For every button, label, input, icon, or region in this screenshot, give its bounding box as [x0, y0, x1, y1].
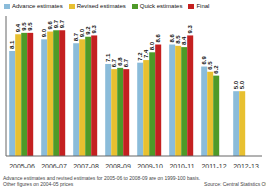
html-text:Advance estimates and revised: Advance estimates and revised estimates … — [3, 175, 201, 187]
svg-text:8.5: 8.5 — [174, 35, 181, 44]
svg-text:9.5: 9.5 — [20, 22, 27, 31]
svg-text:9.3: 9.3 — [187, 24, 193, 33]
svg-text:2007-08: 2007-08 — [73, 163, 99, 168]
svg-text:2008-09: 2008-09 — [105, 163, 131, 168]
svg-text:2005-06: 2005-06 — [9, 163, 35, 168]
svg-text:7.1: 7.1 — [104, 53, 111, 62]
svg-text:5.0: 5.0 — [239, 80, 245, 89]
svg-text:6.2: 6.2 — [213, 65, 219, 74]
svg-text:6.9: 6.9 — [200, 56, 207, 65]
svg-text:9.0: 9.0 — [40, 29, 47, 38]
svg-text:9.0: 9.0 — [78, 29, 85, 38]
svg-text:9.5: 9.5 — [27, 22, 33, 31]
svg-text:8.0: 8.0 — [148, 42, 155, 51]
svg-text:9.4: 9.4 — [14, 23, 21, 33]
html-text:Final: Final — [196, 3, 210, 9]
svg-text:2010-11: 2010-11 — [169, 163, 194, 168]
svg-text:8.7: 8.7 — [72, 32, 79, 42]
svg-text:7.2: 7.2 — [136, 52, 143, 61]
svg-text:2012-13: 2012-13 — [233, 163, 259, 168]
svg-text:9.2: 9.2 — [84, 26, 91, 35]
svg-text:8.6: 8.6 — [155, 34, 161, 43]
svg-text:6.5: 6.5 — [206, 61, 213, 70]
svg-text:2009-10: 2009-10 — [137, 163, 163, 168]
svg-text:5.0: 5.0 — [232, 80, 239, 90]
svg-text:8.4: 8.4 — [181, 36, 187, 45]
html-text:Quick estimates: Quick estimates — [139, 3, 183, 9]
svg-text:7.4: 7.4 — [142, 49, 149, 59]
svg-text:2006-07: 2006-07 — [41, 163, 67, 168]
svg-text:8.6: 8.6 — [168, 34, 175, 43]
svg-text:9.3: 9.3 — [91, 24, 97, 33]
svg-text:6.7: 6.7 — [110, 58, 117, 68]
svg-text:9.6: 9.6 — [46, 21, 53, 30]
svg-text:6.7: 6.7 — [123, 58, 129, 67]
svg-text:9.7: 9.7 — [52, 19, 59, 29]
svg-text:2011-12: 2011-12 — [201, 163, 226, 168]
svg-text:9.7: 9.7 — [59, 19, 65, 28]
html-text:Advance estimates: Advance estimates — [12, 3, 63, 9]
svg-text:6.8: 6.8 — [116, 57, 123, 66]
html-text:Revised estimates: Revised estimates — [76, 3, 126, 9]
svg-text:8.1: 8.1 — [9, 40, 15, 49]
